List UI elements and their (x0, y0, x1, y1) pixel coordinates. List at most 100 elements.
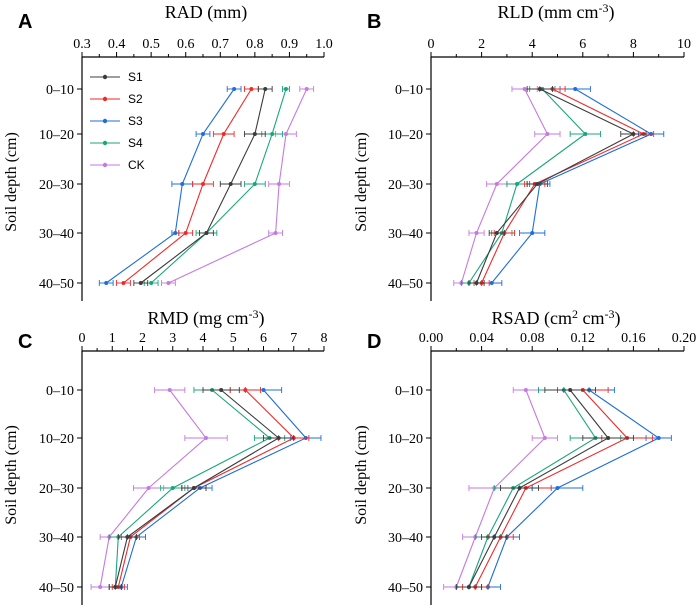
data-point (113, 585, 118, 589)
x-tick-label: 0.8 (246, 37, 264, 52)
title-after: ) (609, 2, 615, 23)
data-point (273, 231, 278, 235)
x-tick-label: 0.5 (142, 37, 160, 52)
data-point (146, 486, 151, 490)
data-point (204, 436, 209, 440)
data-point (252, 132, 257, 136)
panel-title: RAD (mm) (165, 2, 248, 23)
y-tick-label: 10–20 (39, 128, 74, 143)
data-point (219, 388, 224, 392)
data-point (173, 231, 178, 235)
title-main: RMD (mg cm (148, 308, 249, 329)
data-point (98, 585, 103, 589)
title-main: RAD (mm) (165, 2, 248, 23)
series-line-s3 (491, 88, 653, 284)
y-tick-label: 30–40 (388, 227, 423, 242)
legend-marker (102, 118, 108, 124)
y-tick-label: 30–40 (39, 227, 74, 242)
data-point (121, 281, 126, 285)
x-tick-label: 10 (677, 37, 691, 52)
y-tick-label: 40–50 (39, 277, 74, 292)
panel-letter: A (18, 11, 32, 33)
series-line-ck (460, 88, 549, 284)
data-point (277, 182, 282, 186)
x-tick-label: 0 (428, 37, 435, 52)
x-tick-label: 7 (290, 331, 297, 346)
panel-letter: C (18, 331, 32, 353)
data-point (474, 281, 479, 285)
x-tick-label: 0.12 (571, 331, 596, 346)
title-superscript: 2 (572, 307, 578, 321)
panel-title: RLD (mm cm-3) (498, 1, 615, 23)
data-point (201, 182, 205, 186)
legend-label: S1 (128, 70, 143, 84)
data-point (276, 436, 281, 440)
data-point (530, 231, 535, 235)
legend-marker (102, 140, 108, 146)
y-tick-label: 20–30 (388, 482, 423, 497)
x-tick-label: 4 (529, 37, 536, 52)
legend-marker (102, 96, 108, 102)
x-tick-label: 4 (200, 331, 207, 346)
data-point (583, 132, 588, 136)
series-line-s4 (150, 88, 287, 284)
legend-label: CK (128, 158, 145, 172)
data-point (167, 388, 172, 392)
data-point (228, 182, 233, 186)
data-point (243, 388, 248, 392)
y-axis-label: Soil depth (cm) (3, 425, 20, 525)
data-point (631, 132, 636, 136)
x-tick-label: 6 (260, 331, 267, 346)
y-tick-label: 40–50 (39, 581, 74, 596)
panel-letter: B (367, 11, 381, 33)
panel-letter: D (367, 331, 381, 353)
y-tick-label: 10–20 (39, 432, 74, 447)
data-point (249, 87, 254, 91)
data-point (125, 535, 130, 539)
data-point (535, 182, 540, 186)
y-axis-label: Soil depth (cm) (3, 132, 20, 232)
data-point (466, 585, 471, 589)
legend-marker (102, 74, 108, 80)
data-point (283, 87, 288, 91)
panel-a: A RAD (mm) Soil depth (cm) 0.3 0.4 0.5 0.6 0.7 0… (3, 2, 333, 301)
series-line-s1 (475, 88, 635, 284)
data-point (489, 281, 494, 285)
y-tick-label: 30–40 (39, 531, 74, 546)
data-point (180, 182, 185, 186)
data-point (232, 87, 237, 91)
legend-label: S3 (128, 114, 143, 128)
y-tick-label: 0–10 (46, 83, 74, 98)
y-axis-label: Soil depth (cm) (353, 132, 370, 232)
data-point (494, 231, 499, 235)
title-superscript: -3 (599, 1, 609, 15)
y-tick-label: 10–20 (388, 432, 423, 447)
y-tick-label: 0–10 (395, 384, 423, 399)
legend-label: S2 (128, 92, 143, 106)
data-point (270, 132, 275, 136)
data-point (517, 486, 522, 490)
x-tick-label: 1 (109, 331, 116, 346)
data-point (166, 281, 171, 285)
data-point (304, 87, 309, 91)
x-tick-label: 0.7 (212, 37, 230, 52)
series-line-s1 (114, 389, 280, 588)
title-after: cm (578, 308, 605, 328)
panel-title: RSAD (cm2 cm-3) (492, 307, 621, 329)
x-tick-label: 2 (478, 37, 485, 52)
data-point (606, 436, 611, 440)
data-point (221, 132, 226, 136)
panel-c: C RMD (mg cm-3) Soil depth (cm) 0 1 2 3 4 5 6 7 8 0–… (3, 307, 328, 605)
x-tick-label: 8 (630, 37, 637, 52)
x-tick-label: 3 (169, 331, 176, 346)
y-tick-label: 20–30 (388, 178, 423, 193)
legend-label: S4 (128, 136, 143, 150)
title-main: RLD (mm cm (498, 2, 599, 23)
title-main: RSAD (cm (492, 308, 573, 329)
y-tick-label: 30–40 (388, 531, 423, 546)
data-point (492, 535, 497, 539)
data-point (183, 231, 188, 235)
data-point (537, 87, 542, 91)
data-point (283, 132, 288, 136)
